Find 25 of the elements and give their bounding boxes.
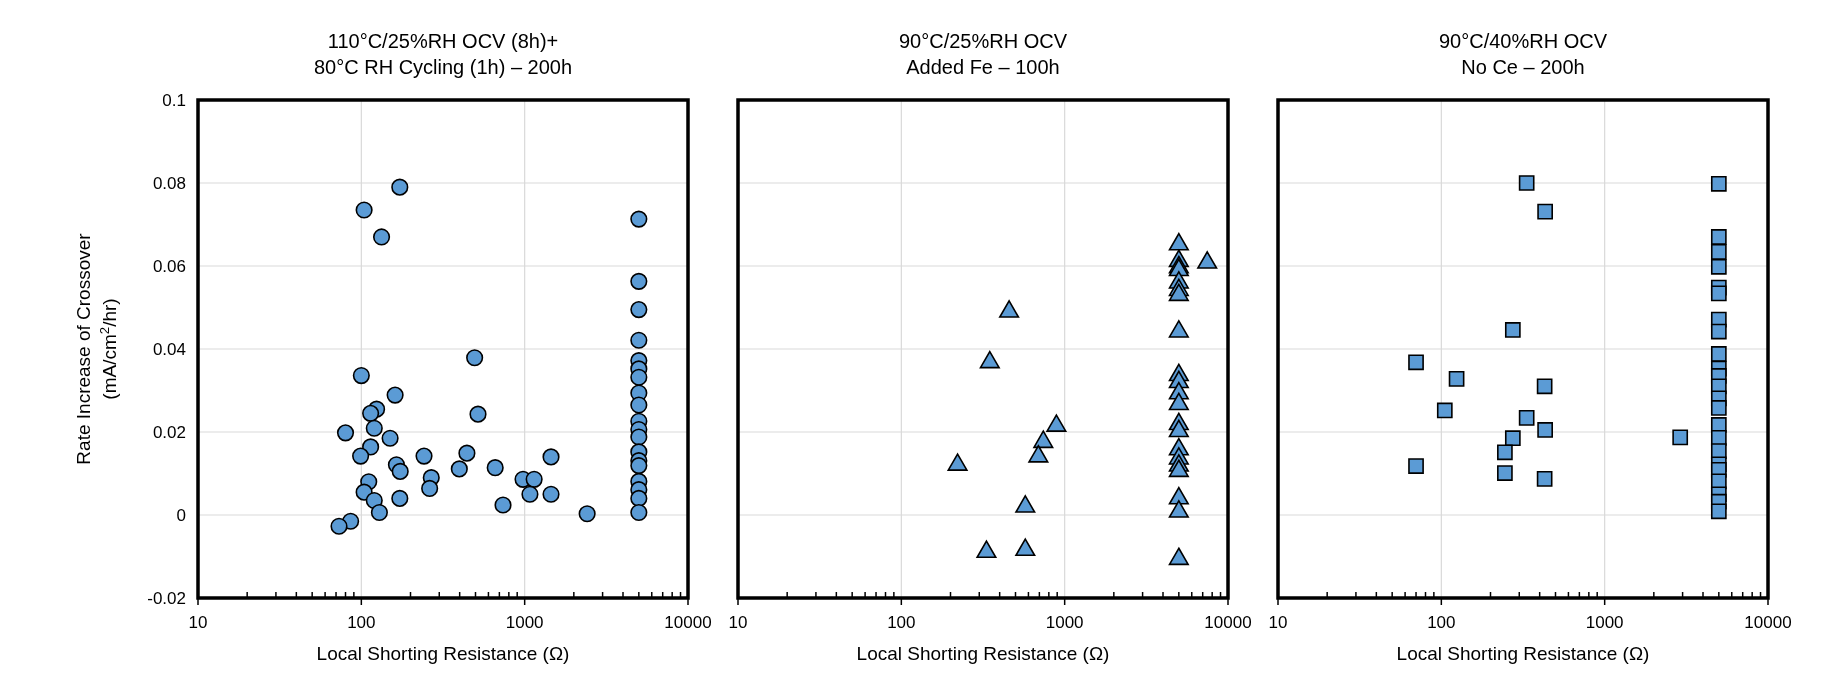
chart-title: 110°C/25%RH OCV (8h)+ 80°C RH Cycling (1h) – 200h xyxy=(313,30,573,78)
x-axis-title: Local Shorting Resistance (Ω) xyxy=(856,643,1110,664)
x-axis-title: Local Shorting Resistance (Ω) xyxy=(316,643,570,664)
x-tick-label: 100 xyxy=(1427,613,1456,632)
y-tick-label: 0.02 xyxy=(152,422,186,442)
x-tick-label: 10000 xyxy=(1744,613,1792,632)
y-tick-label: -0.02 xyxy=(147,588,186,608)
x-tick-label: 100 xyxy=(347,613,376,632)
chart-title: 90°C/40%RH OCV No Ce – 200h xyxy=(1438,30,1608,78)
chart-title: 90°C/25%RH OCV Added Fe – 100h xyxy=(898,30,1068,78)
x-tick-label: 10 xyxy=(728,613,748,632)
x-tick-label: 10000 xyxy=(1204,613,1252,632)
x-tick-label: 10 xyxy=(1268,613,1288,632)
y-tick-label: 0.08 xyxy=(152,173,186,193)
x-tick-label: 1000 xyxy=(1045,613,1084,632)
x-axis-title: Local Shorting Resistance (Ω) xyxy=(1396,643,1650,664)
y-tick-label: 0 xyxy=(176,505,186,525)
x-tick-label: 100 xyxy=(887,613,916,632)
x-tick-label: 10 xyxy=(188,613,208,632)
x-tick-label: 10000 xyxy=(664,613,712,632)
y-tick-label: 0.1 xyxy=(162,90,186,110)
x-tick-label: 1000 xyxy=(505,613,544,632)
y-tick-label: 0.04 xyxy=(152,339,186,359)
y-tick-label: 0.06 xyxy=(152,256,186,276)
x-tick-label: 1000 xyxy=(1585,613,1624,632)
